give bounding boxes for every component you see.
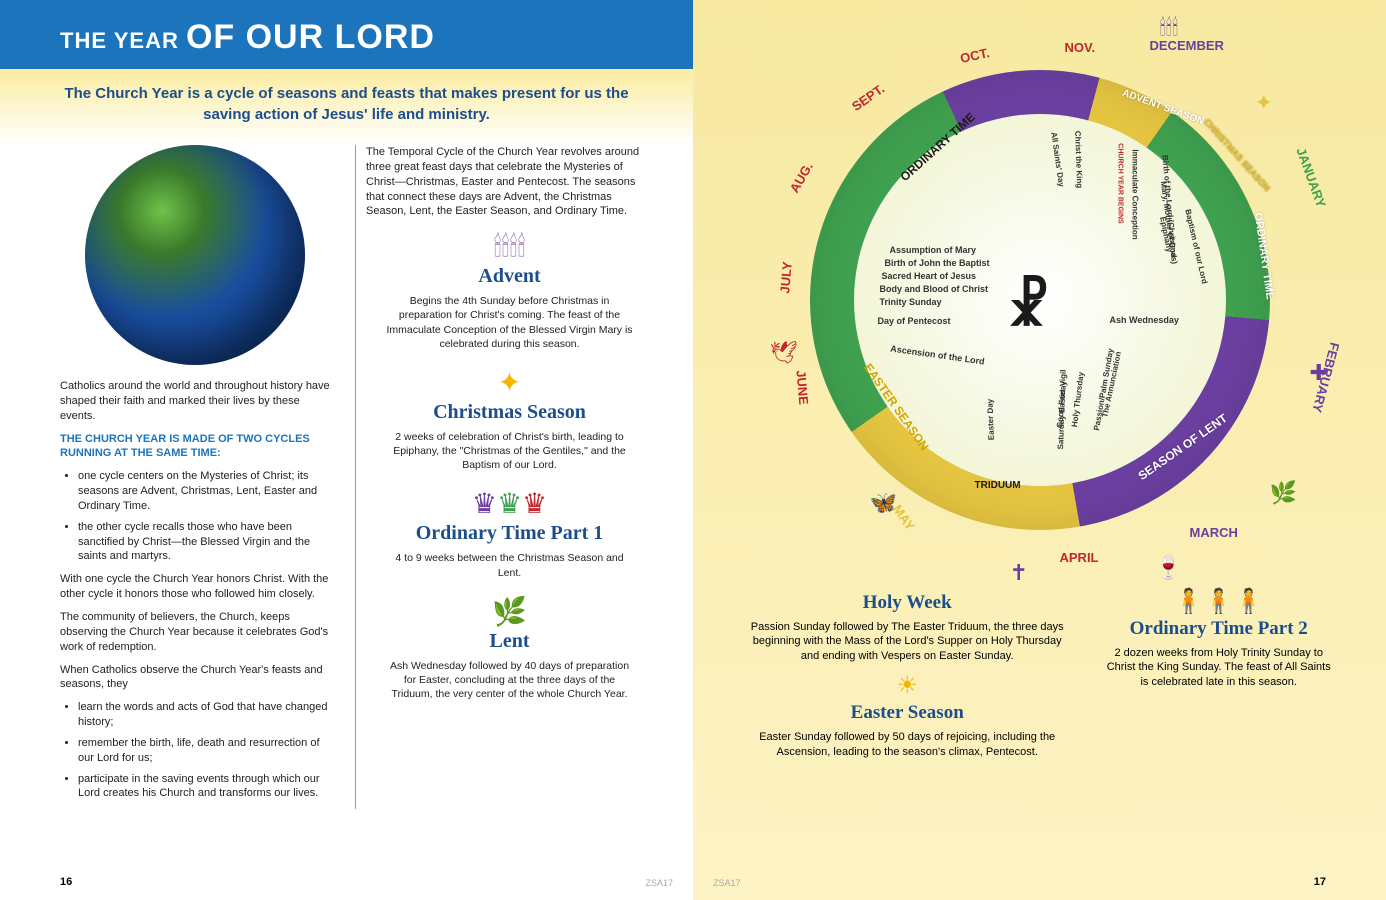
palm-icon: 🌿 bbox=[1270, 480, 1297, 506]
globe-image bbox=[85, 145, 305, 365]
segment-triduum: TRIDUUM bbox=[975, 480, 1021, 491]
section-desc: 2 dozen weeks from Holy Trinity Sunday t… bbox=[1101, 646, 1336, 691]
page-number: 16 bbox=[60, 876, 72, 888]
section-title: Easter Season bbox=[743, 700, 1071, 726]
palm-icon: 🌿 bbox=[366, 598, 653, 626]
left-column: Catholics around the world and throughou… bbox=[60, 145, 330, 809]
month-label: SEPT. bbox=[848, 81, 886, 114]
cross-icon: ✝ bbox=[1010, 560, 1028, 586]
season-desc: Ash Wednesday followed by 40 days of pre… bbox=[366, 659, 653, 702]
season-ot1: ♛♛♛ Ordinary Time Part 1 4 to 9 weeks be… bbox=[366, 490, 653, 579]
section-holyweek-easter: Holy Week Passion Sunday followed by The… bbox=[743, 590, 1071, 760]
candles-icon: 🕯🕯🕯 bbox=[1160, 15, 1179, 41]
temporal-intro: The Temporal Cycle of the Church Year re… bbox=[366, 145, 653, 219]
page-title-bar: THE YEAR OF OUR LORD bbox=[0, 0, 693, 69]
season-title: Advent bbox=[366, 263, 653, 290]
season-christmas: ✦ Christmas Season 2 weeks of celebratio… bbox=[366, 369, 653, 473]
section-title: Holy Week bbox=[743, 590, 1071, 616]
month-label: MARCH bbox=[1190, 525, 1238, 540]
feast-label: Immaculate Conception bbox=[1130, 149, 1139, 239]
list-item: one cycle centers on the Mysteries of Ch… bbox=[78, 469, 330, 514]
list-item: remember the birth, life, death and resu… bbox=[78, 736, 330, 766]
candles-icon: 🕯🕯🕯🕯 bbox=[366, 233, 653, 261]
body-para: When Catholics observe the Church Year's… bbox=[60, 663, 330, 693]
subtitle: The Church Year is a cycle of seasons an… bbox=[0, 69, 693, 145]
angel-icon: ✦ bbox=[366, 369, 653, 397]
season-title: Lent bbox=[366, 628, 653, 655]
season-lent: 🌿 Lent Ash Wednesday followed by 40 days… bbox=[366, 598, 653, 702]
bottom-sections: Holy Week Passion Sunday followed by The… bbox=[693, 580, 1386, 760]
dove-icon: 🕊 bbox=[770, 340, 798, 366]
page-number: 17 bbox=[1314, 876, 1326, 888]
season-desc: 4 to 9 weeks between the Christmas Seaso… bbox=[366, 551, 653, 579]
chalice-icon: 🍷 bbox=[1155, 555, 1182, 581]
sun-icon: ☀ bbox=[743, 674, 1071, 698]
season-desc: 2 weeks of celebration of Christ's birth… bbox=[366, 430, 653, 473]
cross-icon: ✚ bbox=[1310, 360, 1328, 386]
month-label: OCT. bbox=[958, 45, 990, 66]
feast-label: Birth of John the Baptist bbox=[885, 258, 990, 268]
feast-label: Assumption of Mary bbox=[890, 245, 977, 255]
butterfly-icon: 🦋 bbox=[870, 490, 897, 516]
liturgical-wheel: NOV. DECEMBER JANUARY FEBRUARY MARCH APR… bbox=[760, 20, 1320, 580]
feast-label: Body and Blood of Christ bbox=[880, 284, 989, 294]
cycles-heading: THE CHURCH YEAR IS MADE OF TWO CYCLES RU… bbox=[60, 432, 330, 462]
title-small: THE YEAR bbox=[60, 28, 186, 53]
list-item: participate in the saving events through… bbox=[78, 772, 330, 802]
doc-code: ZSA17 bbox=[645, 878, 673, 888]
feast-label: Trinity Sunday bbox=[880, 297, 942, 307]
feast-label: Day of Pentecost bbox=[878, 316, 951, 326]
body-para: With one cycle the Church Year honors Ch… bbox=[60, 572, 330, 602]
right-page: NOV. DECEMBER JANUARY FEBRUARY MARCH APR… bbox=[693, 0, 1386, 900]
list-item: the other cycle recalls those who have b… bbox=[78, 520, 330, 565]
cycle-bullets: one cycle centers on the Mysteries of Ch… bbox=[78, 469, 330, 564]
feast-label: Sacred Heart of Jesus bbox=[882, 271, 977, 281]
season-desc: Begins the 4th Sunday before Christmas i… bbox=[366, 294, 653, 351]
season-title: Ordinary Time Part 1 bbox=[366, 520, 653, 547]
month-label: JULY bbox=[777, 261, 795, 294]
month-label: JUNE bbox=[793, 370, 811, 406]
section-ot2: 🧍🧍🧍 Ordinary Time Part 2 2 dozen weeks f… bbox=[1101, 590, 1336, 760]
section-desc: Easter Sunday followed by 50 days of rej… bbox=[743, 730, 1071, 760]
intro-caption: Catholics around the world and throughou… bbox=[60, 379, 330, 424]
section-desc: Passion Sunday followed by The Easter Tr… bbox=[743, 620, 1071, 665]
month-label: JANUARY bbox=[1293, 146, 1328, 210]
feast-label: CHURCH YEAR BEGINS bbox=[1116, 143, 1123, 223]
people-icon: 🧍🧍🧍 bbox=[1101, 590, 1336, 614]
angel-icon: ✦ bbox=[1255, 90, 1273, 116]
month-label: APRIL bbox=[1060, 550, 1099, 565]
chi-rho-icon: ☧ bbox=[1008, 275, 1050, 338]
feast-ash-wednesday: Ash Wednesday bbox=[1110, 315, 1179, 325]
doc-code: ZSA17 bbox=[713, 878, 741, 888]
left-page: THE YEAR OF OUR LORD The Church Year is … bbox=[0, 0, 693, 900]
feast-easter-day: Easter Day bbox=[985, 399, 995, 441]
feast-label: Christ the King bbox=[1073, 131, 1084, 189]
list-item: learn the words and acts of God that hav… bbox=[78, 700, 330, 730]
crowns-icon: ♛♛♛ bbox=[366, 490, 653, 518]
season-title: Christmas Season bbox=[366, 399, 653, 426]
body-para: The community of believers, the Church, … bbox=[60, 610, 330, 655]
section-title: Ordinary Time Part 2 bbox=[1101, 616, 1336, 642]
season-advent: 🕯🕯🕯🕯 Advent Begins the 4th Sunday before… bbox=[366, 233, 653, 351]
title-large: OF OUR LORD bbox=[186, 18, 435, 56]
center-column: The Temporal Cycle of the Church Year re… bbox=[355, 145, 653, 809]
month-label: NOV. bbox=[1065, 40, 1096, 55]
month-label: AUG. bbox=[786, 160, 815, 196]
observe-bullets: learn the words and acts of God that hav… bbox=[78, 700, 330, 801]
